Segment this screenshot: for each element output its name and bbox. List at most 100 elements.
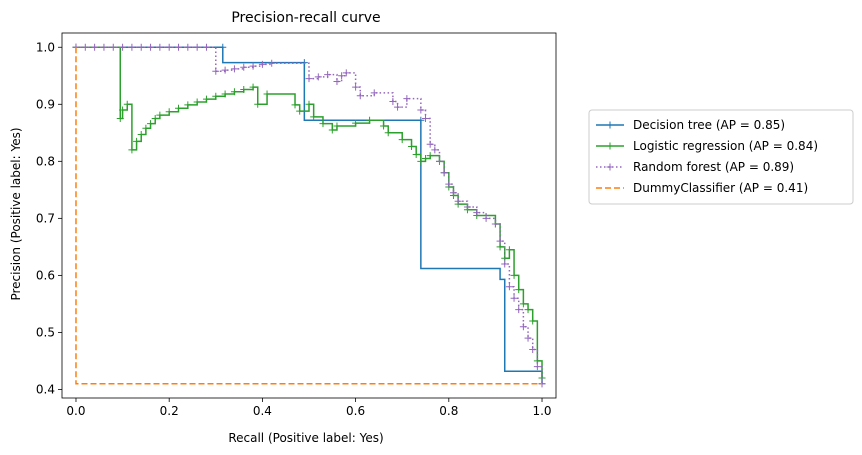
data-point-marker: [221, 66, 229, 74]
data-point-marker: [333, 77, 341, 85]
data-point-marker: [352, 119, 360, 127]
y-tick-label: 1.0: [36, 40, 55, 54]
data-point-marker: [193, 43, 201, 51]
x-axis: 0.0 0.2 0.4 0.6 0.8 1.0: [66, 398, 552, 418]
axes-frame: [61, 32, 557, 399]
data-point-marker: [510, 294, 518, 302]
data-point-marker: [184, 43, 192, 51]
data-point-marker: [398, 136, 406, 144]
data-point-marker: [147, 43, 155, 51]
data-point-marker: [175, 43, 183, 51]
series-line: [75, 47, 543, 385]
data-point-marker: [184, 101, 192, 109]
data-point-marker: [505, 283, 513, 291]
data-point-marker: [403, 95, 411, 103]
y-tick-label: 0.8: [36, 154, 55, 168]
legend-items: Decision tree (AP = 0.85) Logistic regres…: [596, 118, 818, 195]
data-point-marker: [352, 83, 360, 91]
y-axis: 0.4 0.5 0.6 0.7 0.8 0.9 1.0: [36, 40, 62, 396]
data-point-marker: [268, 59, 276, 67]
data-point-marker: [137, 43, 145, 51]
data-point-marker: [258, 60, 266, 68]
data-point-marker: [370, 89, 378, 97]
legend-marker: [606, 163, 614, 171]
data-point-marker: [119, 43, 127, 51]
data-point-marker: [426, 152, 434, 160]
chart-title: Precision-recall curve: [231, 10, 380, 26]
data-point-marker: [482, 214, 490, 222]
y-tick-label: 0.9: [36, 97, 55, 111]
data-point-marker: [305, 100, 313, 108]
legend-item: Decision tree (AP = 0.85): [596, 118, 785, 132]
x-tick-label: 0.8: [439, 404, 458, 418]
data-point-marker: [128, 146, 136, 154]
data-point-marker: [519, 323, 527, 331]
data-point-marker: [422, 115, 430, 123]
legend-label: Random forest (AP = 0.89): [633, 160, 794, 174]
x-tick-label: 0.6: [346, 404, 365, 418]
legend-box: [588, 109, 854, 205]
series-layer: [72, 43, 546, 388]
data-point-marker: [165, 108, 173, 116]
data-point-marker: [119, 106, 127, 114]
x-tick-label: 1.0: [532, 404, 551, 418]
data-point-marker: [524, 334, 532, 342]
data-point-marker: [417, 116, 425, 124]
data-point-marker: [151, 115, 159, 123]
series-line: [75, 46, 543, 384]
data-point-marker: [463, 203, 471, 211]
data-point-marker: [431, 146, 439, 154]
plot-area: [61, 32, 557, 399]
legend-item: Random forest (AP = 0.89): [596, 160, 794, 174]
data-point-marker: [449, 189, 457, 197]
data-point-marker: [212, 92, 220, 100]
data-point-marker: [175, 104, 183, 112]
data-point-marker: [128, 43, 136, 51]
y-axis-title: Precision (Positive label: Yes): [9, 127, 23, 300]
data-point-marker: [412, 150, 420, 158]
data-point-marker: [310, 113, 318, 121]
data-point-marker: [156, 111, 164, 119]
data-point-marker: [435, 157, 443, 165]
x-tick-label: 0.2: [160, 404, 179, 418]
data-point-marker: [123, 100, 131, 108]
data-point-marker: [100, 43, 108, 51]
data-point-marker: [342, 69, 350, 77]
data-point-marker: [505, 246, 513, 254]
legend-marker: [606, 142, 614, 150]
legend-label: DummyClassifier (AP = 0.41): [633, 181, 808, 195]
legend-label: Logistic regression (AP = 0.84): [633, 139, 818, 153]
data-point-marker: [324, 71, 332, 79]
data-point-marker: [81, 43, 89, 51]
series-2: [72, 43, 546, 388]
legend-item: DummyClassifier (AP = 0.41): [596, 181, 808, 195]
data-point-marker: [380, 122, 388, 130]
legend-item: Logistic regression (AP = 0.84): [596, 139, 818, 153]
data-point-marker: [491, 220, 499, 228]
data-point-marker: [356, 92, 364, 100]
data-point-marker: [230, 65, 238, 73]
data-point-marker: [445, 180, 453, 188]
y-tick-label: 0.5: [36, 325, 55, 339]
data-point-marker: [394, 103, 402, 111]
data-point-marker: [263, 90, 271, 98]
data-point-marker: [524, 306, 532, 314]
data-point-marker: [221, 90, 229, 98]
data-point-marker: [291, 101, 299, 109]
data-point-marker: [384, 129, 392, 137]
data-point-marker: [501, 260, 509, 268]
data-point-marker: [202, 95, 210, 103]
data-point-marker: [147, 120, 155, 128]
data-point-marker: [515, 306, 523, 314]
data-point-marker: [296, 107, 304, 115]
x-axis-title: Recall (Positive label: Yes): [228, 431, 383, 445]
legend: Decision tree (AP = 0.85) Logistic regres…: [588, 109, 854, 205]
data-point-marker: [109, 43, 117, 51]
data-point-marker: [249, 62, 257, 70]
data-point-marker: [328, 126, 336, 134]
data-point-marker: [240, 63, 248, 71]
data-point-marker: [408, 142, 416, 150]
data-point-marker: [333, 122, 341, 130]
